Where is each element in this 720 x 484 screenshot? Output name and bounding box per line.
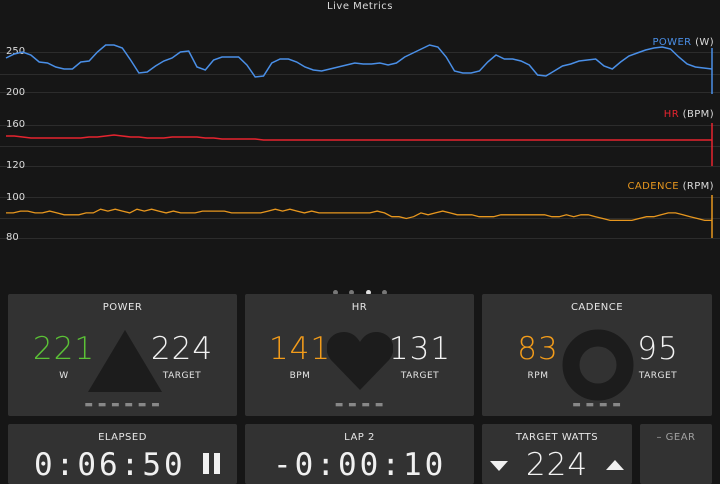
- hr-series-unit: (BPM): [682, 109, 714, 120]
- gridline: [0, 125, 720, 126]
- cadence-card[interactable]: CADENCE 83 RPM 95 TARGET ▬ ▬ ▬ ▬: [482, 294, 712, 416]
- gridline: [0, 166, 720, 167]
- elapsed-card: ELAPSED 0:06:50: [8, 424, 237, 484]
- power-unit-label: W: [59, 371, 69, 381]
- page-dot[interactable]: [333, 290, 339, 295]
- target-watts-title: TARGET WATTS: [515, 432, 599, 443]
- power-series-label: POWER (W): [652, 37, 714, 49]
- hr-card[interactable]: HR 141 BPM 131 TARGET ▬ ▬ ▬ ▬: [245, 294, 474, 416]
- increase-target-button[interactable]: [606, 457, 624, 470]
- lap-card: LAP 2 -0:00:10: [245, 424, 474, 484]
- page-dot[interactable]: [349, 290, 355, 295]
- hr-card-title: HR: [351, 302, 368, 313]
- power-target-value: 224: [150, 331, 214, 367]
- cadence-line: [6, 208, 712, 222]
- hr-unit-label: BPM: [289, 371, 311, 381]
- cadence-view-pager[interactable]: ▬ ▬ ▬ ▬: [572, 400, 622, 410]
- page-title: Live Metrics: [327, 1, 393, 12]
- hr-value: 141: [268, 331, 332, 367]
- hr-tick-high: 160: [6, 119, 26, 130]
- page-dot-active[interactable]: [365, 290, 371, 295]
- power-tick-low: 200: [6, 87, 26, 98]
- hr-series-name: HR: [663, 109, 680, 120]
- lap-title: LAP 2: [344, 432, 375, 443]
- lap-time: -0:00:10: [273, 447, 447, 483]
- triangle-down-icon: [490, 461, 508, 471]
- ring-icon: [562, 329, 634, 401]
- elapsed-title: ELAPSED: [98, 432, 147, 443]
- cadence-tick-high: 100: [6, 192, 26, 203]
- cadence-series-label: CADENCE (RPM): [628, 181, 714, 193]
- live-metrics-charts: [5, 44, 713, 238]
- hr-view-pager[interactable]: ▬ ▬ ▬ ▬: [334, 400, 385, 410]
- gear-label: – GEAR: [656, 432, 696, 443]
- cadence-series-name: CADENCE: [627, 181, 679, 192]
- hr-target-value: 131: [388, 331, 452, 367]
- gridline: [0, 238, 720, 239]
- elapsed-time: 0:06:50: [34, 447, 186, 483]
- power-card[interactable]: POWER 221 W 224 TARGET ▬ ▬ ▬ ▬ ▬ ▬: [8, 294, 237, 416]
- hr-target-label: TARGET: [400, 371, 440, 381]
- hr-series-label: HR (BPM): [664, 109, 714, 121]
- power-target-label: TARGET: [162, 371, 202, 381]
- power-series-unit: (W): [695, 37, 714, 48]
- hr-tick-low: 120: [6, 160, 26, 171]
- heart-icon: [327, 332, 393, 390]
- power-series-name: POWER: [652, 37, 692, 48]
- gridline: [0, 218, 720, 219]
- gridline: [0, 197, 720, 198]
- power-card-title: POWER: [102, 302, 143, 313]
- target-watts-card: TARGET WATTS 224: [482, 424, 632, 484]
- gear-card[interactable]: – GEAR: [640, 424, 712, 484]
- power-tick-high: 250: [6, 46, 26, 57]
- power-line: [5, 44, 713, 78]
- power-value: 221: [32, 331, 96, 367]
- cadence-unit-label: RPM: [527, 371, 549, 381]
- cadence-card-title: CADENCE: [570, 302, 624, 313]
- triangle-icon: [88, 330, 162, 392]
- target-watts-value: 224: [525, 447, 589, 483]
- power-view-pager[interactable]: ▬ ▬ ▬ ▬ ▬ ▬: [84, 400, 161, 410]
- cadence-series-unit: (RPM): [682, 181, 714, 192]
- gridline: [0, 74, 720, 75]
- cadence-value: 83: [517, 331, 559, 367]
- cadence-target-value: 95: [637, 331, 679, 367]
- gridline: [0, 52, 720, 53]
- triangle-up-icon: [606, 460, 624, 470]
- cadence-target-label: TARGET: [638, 371, 678, 381]
- page-indicator[interactable]: [0, 280, 720, 299]
- gridline: [0, 146, 720, 147]
- pause-button[interactable]: [202, 453, 222, 475]
- page-dot[interactable]: [381, 290, 387, 295]
- gridline: [0, 92, 720, 93]
- hr-line: [6, 134, 712, 141]
- decrease-target-button[interactable]: [490, 458, 508, 471]
- cadence-tick-low: 80: [6, 232, 19, 243]
